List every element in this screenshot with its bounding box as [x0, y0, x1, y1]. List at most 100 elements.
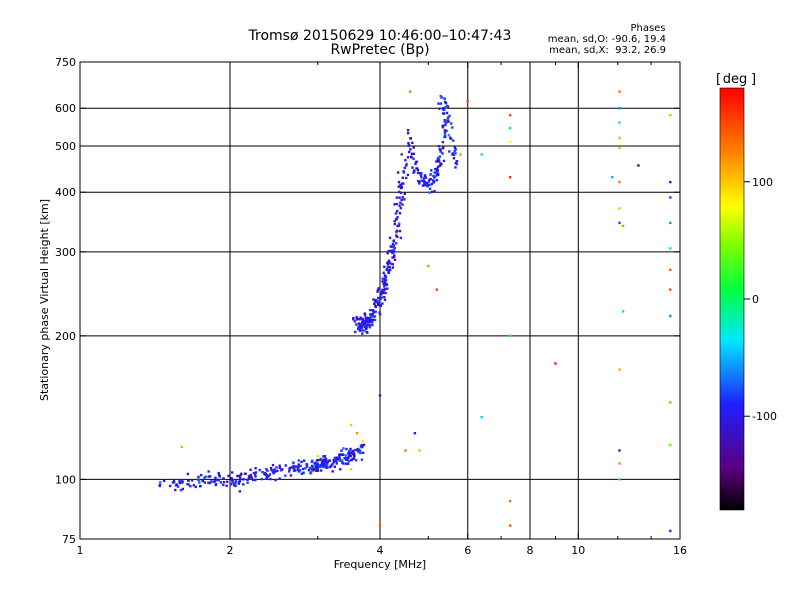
echo-point — [395, 196, 399, 199]
echo-point — [437, 145, 441, 148]
echo-point — [243, 472, 247, 475]
echo-point — [391, 243, 395, 246]
echo-point — [360, 326, 363, 329]
echo-point — [363, 319, 367, 323]
y-tick-label: 400 — [55, 186, 76, 199]
echo-point — [398, 229, 402, 233]
echo-point — [405, 176, 408, 180]
axis-ticks: 1 2 4 6 8 10 16 75 100 200 300 400 500 600 750 — [55, 56, 687, 557]
echo-point — [358, 329, 362, 332]
echo-point — [252, 478, 255, 482]
echo-point — [270, 469, 273, 472]
echo-point — [249, 473, 252, 477]
echo-point — [239, 476, 242, 479]
echo-point — [358, 448, 361, 452]
echo-point — [361, 322, 364, 326]
echo-point — [271, 470, 275, 473]
echo-point — [437, 159, 441, 163]
echo-point — [378, 313, 382, 316]
echo-point — [269, 477, 272, 481]
echo-point — [618, 478, 621, 481]
echo-point — [420, 179, 423, 182]
echo-point — [427, 264, 430, 268]
echo-point — [396, 171, 400, 174]
echo-point — [450, 122, 453, 125]
echo-point — [201, 479, 205, 483]
echo-point — [178, 481, 182, 485]
echo-point — [437, 165, 440, 168]
echo-point — [292, 469, 296, 473]
echo-point — [380, 296, 383, 299]
echo-point — [371, 323, 374, 327]
echo-point — [409, 137, 412, 140]
echo-point — [323, 458, 327, 462]
echo-point — [334, 459, 338, 463]
echo-point — [207, 475, 210, 478]
echo-point — [383, 265, 386, 268]
echo-point — [269, 467, 273, 470]
echo-point — [398, 196, 401, 199]
echo-point — [382, 271, 385, 274]
echo-point — [447, 120, 450, 123]
echo-point — [254, 475, 257, 478]
echo-point — [363, 325, 366, 329]
echo-point — [407, 142, 410, 145]
echo-point — [393, 254, 396, 257]
echo-point — [237, 482, 241, 485]
echo-point — [194, 485, 197, 489]
echo-point — [669, 196, 672, 199]
echo-point — [393, 203, 396, 206]
echo-point — [371, 309, 375, 312]
echo-point — [399, 201, 402, 204]
echo-point — [358, 323, 362, 326]
echo-point — [214, 476, 217, 479]
echo-point — [426, 182, 429, 185]
echo-point — [618, 121, 621, 124]
echo-point — [383, 278, 386, 281]
echo-point — [347, 460, 350, 463]
echo-point — [232, 484, 236, 487]
echo-point — [278, 464, 281, 467]
echo-point — [377, 296, 380, 300]
echo-point — [436, 156, 440, 160]
echo-point — [441, 124, 445, 127]
echo-point — [358, 450, 362, 453]
echo-point — [426, 184, 429, 188]
echo-point — [384, 291, 387, 295]
echo-point — [441, 140, 444, 144]
echo-point — [332, 459, 335, 462]
echo-point — [445, 121, 448, 124]
echo-point — [618, 146, 621, 150]
echo-point — [509, 140, 512, 144]
echo-point — [234, 484, 237, 488]
echo-point — [446, 105, 450, 109]
echo-point — [217, 473, 221, 476]
echo-point — [409, 90, 412, 93]
echo-point — [389, 245, 392, 248]
echo-point — [319, 457, 323, 461]
echo-point — [442, 159, 446, 163]
echo-point — [396, 235, 399, 239]
echo-point — [390, 262, 393, 266]
echo-point — [335, 462, 338, 465]
y-axis-label: Stationary phase Virtual Height [km] — [38, 199, 51, 401]
echo-point — [399, 236, 402, 240]
echo-point — [394, 212, 398, 215]
echo-point — [419, 172, 422, 175]
x-tick-label: 16 — [673, 544, 687, 557]
echo-point — [331, 470, 334, 473]
echo-point — [397, 180, 401, 184]
echo-point — [398, 212, 402, 215]
echo-point — [345, 447, 348, 451]
echo-point — [383, 289, 386, 292]
x-tick-label: 8 — [527, 544, 534, 557]
echo-point — [315, 469, 318, 472]
echo-point — [247, 476, 251, 479]
echo-point — [669, 268, 672, 271]
echo-point — [320, 461, 324, 465]
colorbar-tick-label: -100 — [752, 410, 777, 423]
echo-point — [274, 470, 277, 473]
echo-point — [355, 323, 358, 326]
echo-point — [383, 287, 387, 291]
echo-point — [509, 114, 512, 117]
